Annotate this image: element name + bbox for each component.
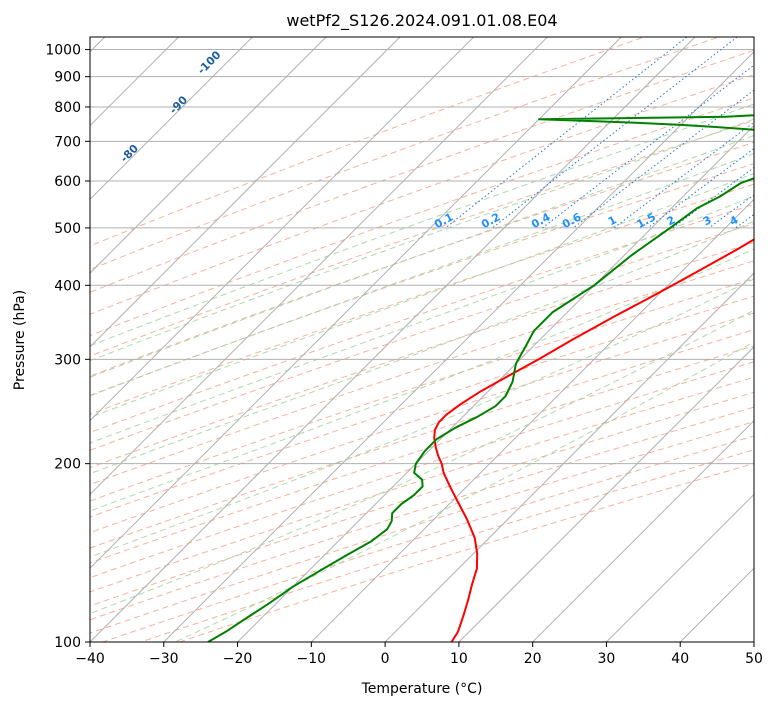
dry-adiabat-label: -60 [24, 232, 47, 255]
mixing-ratio-label: 1 [606, 213, 619, 228]
x-tick-label: −30 [149, 651, 179, 667]
dry-adiabat [90, 345, 754, 564]
mixing-ratio-line [542, 64, 754, 229]
isotherm-line [384, 272, 754, 642]
mixing-ratio-label: 6 [766, 213, 775, 228]
dry-adiabat [90, 329, 754, 549]
background-grid [90, 37, 754, 642]
x-tick-label: 20 [524, 651, 542, 667]
dry-adiabat [90, 260, 754, 486]
dry-adiabat [90, 295, 754, 518]
isotherm-line [753, 641, 754, 642]
y-axis-title: Pressure (hPa) [12, 290, 28, 390]
dewpoint-profile [207, 114, 754, 642]
isotherm-line [90, 37, 475, 422]
y-tick-label: 100 [54, 635, 81, 651]
x-tick-label: 50 [745, 651, 763, 667]
y-tick-label: 600 [54, 174, 81, 190]
moist-adiabat [90, 220, 754, 475]
isotherm-line [163, 51, 754, 642]
isotherm-line [90, 37, 548, 496]
chart-title: wetPf2_S126.2024.091.01.08.E04 [286, 11, 557, 31]
moist-adiabat [90, 195, 754, 444]
dry-adiabat [90, 37, 646, 247]
y-tick-label: 500 [54, 221, 81, 237]
dry-adiabat-label: -80 [118, 142, 141, 165]
dry-adiabat [90, 376, 754, 593]
mixing-ratio-line [492, 37, 738, 229]
y-tick-label: 800 [54, 100, 81, 116]
x-tick-label: −20 [223, 651, 253, 667]
plot-frame [89, 36, 755, 643]
isotherm-line [532, 419, 754, 642]
x-tick-label: 10 [450, 651, 468, 667]
isotherm-line [237, 124, 754, 642]
mixing-ratio-line [445, 37, 688, 229]
dry-adiabat [90, 361, 754, 579]
temperature-profile [433, 238, 754, 642]
y-tick-label: 200 [54, 457, 81, 473]
isotherm-line [310, 198, 754, 642]
mixing-ratio-label: 4 [728, 213, 741, 228]
moist-adiabat [90, 248, 754, 512]
dry-adiabat [90, 223, 754, 451]
y-tick-label: 1000 [45, 43, 81, 59]
x-tick-label: 40 [671, 651, 689, 667]
y-tick-label: 400 [54, 278, 81, 294]
x-axis-title: Temperature (°C) [361, 681, 483, 697]
dry-adiabat [90, 73, 754, 315]
y-tick-label: 700 [54, 134, 81, 150]
isotherm-line [458, 346, 754, 642]
dry-adiabat-label: -70 [65, 190, 88, 213]
x-tick-label: 0 [381, 651, 390, 667]
isotherm-line [90, 37, 327, 274]
dry-adiabat [90, 278, 754, 502]
moist-adiabat [90, 309, 754, 615]
moist-adiabat [90, 134, 754, 378]
y-tick-label: 900 [54, 70, 81, 86]
dry-adiabat-label: -90 [167, 93, 190, 116]
dry-adiabat [90, 421, 754, 634]
mixing-ratio-label: 2 [665, 213, 678, 228]
moist-adiabat [90, 172, 754, 418]
dry-adiabat-label: -50 [0, 275, 4, 298]
isotherm-line [90, 37, 622, 569]
x-tick-label: −40 [75, 651, 105, 667]
y-tick-label: 300 [54, 352, 81, 368]
moist-adiabat [90, 152, 754, 397]
dry-adiabat [139, 449, 754, 642]
x-tick-label: 30 [598, 651, 616, 667]
dry-adiabat [177, 462, 754, 642]
isotherm-line [606, 493, 754, 642]
isotherm-line [90, 37, 696, 642]
isotherm-line [90, 37, 401, 348]
axis-ticks: −40 −30 −20 −10 0 10 20 30 40 50 1000 900 800 700 600 5… [45, 43, 763, 667]
dry-adiabat [90, 241, 754, 469]
moist-adiabat [90, 103, 754, 347]
dry-adiabat [90, 97, 754, 337]
dry-adiabat-label: -100 [195, 48, 224, 77]
dry-adiabat [101, 435, 754, 642]
moist-adiabat [90, 278, 754, 558]
mixing-ratio-line [613, 121, 754, 229]
dry-adiabat [90, 312, 754, 534]
sounding-profiles [207, 114, 754, 642]
isotherm-line [90, 37, 253, 201]
moist-adiabat [90, 118, 754, 362]
x-tick-label: −10 [297, 651, 327, 667]
